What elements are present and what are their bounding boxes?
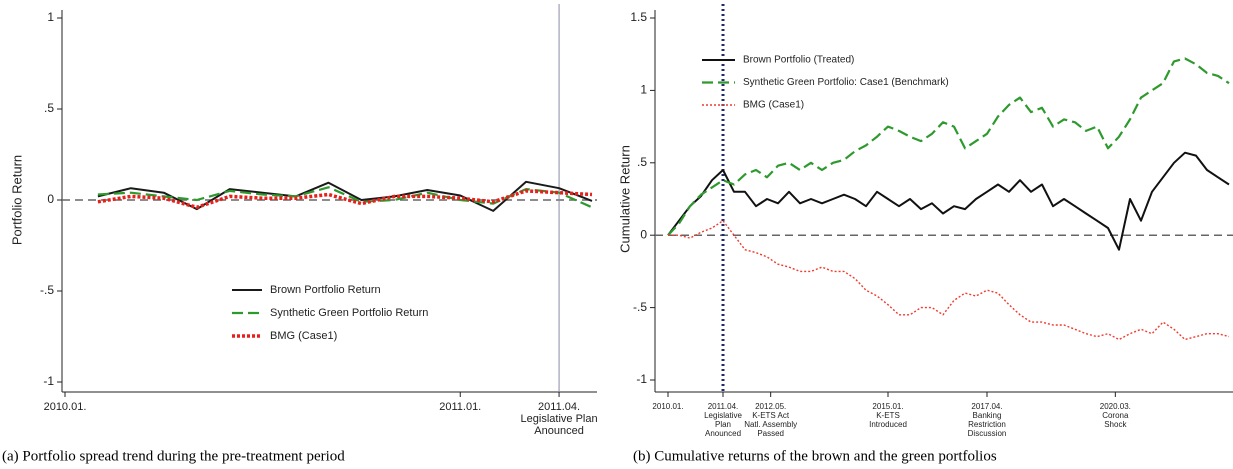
x-tick-label: 2011.01. bbox=[439, 401, 481, 413]
caption: (a) Portfolio spread trend during the pr… bbox=[2, 448, 345, 464]
series-line bbox=[667, 57, 1230, 236]
x-tick-note: Passed bbox=[757, 429, 784, 438]
x-tick-note: Legislative bbox=[704, 411, 742, 420]
y-tick-label: 0 bbox=[47, 192, 54, 206]
legend-label: Synthetic Green Portfolio: Case1 (Benchm… bbox=[743, 77, 949, 88]
x-tick-label: 2015.01. bbox=[872, 402, 903, 411]
y-axis-label: Cumulative Return bbox=[617, 145, 632, 253]
x-tick-note: Discussion bbox=[968, 429, 1007, 438]
y-tick-label: -1 bbox=[43, 374, 54, 388]
legend-label: BMG (Case1) bbox=[270, 330, 337, 342]
x-tick-note: Introduced bbox=[869, 420, 907, 429]
x-tick-note: K-ETS Act bbox=[752, 411, 790, 420]
legend-label: BMG (Case1) bbox=[743, 100, 804, 111]
x-tick-note: Anounced bbox=[534, 425, 584, 437]
y-tick-label: -1 bbox=[636, 372, 647, 386]
x-tick-label: 2017.04. bbox=[971, 402, 1002, 411]
x-tick-label: 2012.05. bbox=[755, 402, 786, 411]
y-tick-label: 1.5 bbox=[630, 10, 647, 24]
legend-label: Synthetic Green Portfolio Return bbox=[270, 307, 428, 319]
caption: (b) Cumulative returns of the brown and … bbox=[633, 448, 997, 464]
series-line bbox=[667, 151, 1230, 251]
y-tick-label: 1 bbox=[640, 83, 647, 97]
x-tick-note: Restriction bbox=[968, 420, 1006, 429]
x-tick-note: Shock bbox=[1104, 420, 1127, 429]
series-line bbox=[97, 189, 593, 210]
x-tick-label: 2011.04. bbox=[708, 402, 739, 411]
x-tick-note: Legislative Plan bbox=[521, 413, 598, 425]
x-tick-note: Banking bbox=[973, 411, 1002, 420]
x-tick-note: Corona bbox=[1102, 411, 1129, 420]
y-tick-label: 1 bbox=[47, 10, 54, 24]
x-tick-note: Plan bbox=[715, 420, 731, 429]
x-tick-note: K-ETS bbox=[876, 411, 900, 420]
legend-label: Brown Portfolio Return bbox=[270, 284, 381, 296]
y-tick-label: .5 bbox=[44, 101, 54, 115]
series-line bbox=[97, 186, 593, 209]
x-tick-note: Anounced bbox=[705, 429, 741, 438]
y-tick-label: -.5 bbox=[40, 283, 54, 297]
x-tick-note: Natl. Assembly bbox=[744, 420, 797, 429]
series-line bbox=[668, 220, 1230, 341]
y-tick-label: -.5 bbox=[633, 300, 647, 314]
x-tick-label: 2010.01. bbox=[44, 401, 87, 413]
y-tick-label: 0 bbox=[640, 227, 647, 241]
x-tick-label: 2011.04. bbox=[538, 401, 580, 413]
y-tick-label: .5 bbox=[637, 155, 647, 169]
legend-label: Brown Portfolio (Treated) bbox=[743, 55, 854, 66]
x-tick-label: 2010.01. bbox=[652, 402, 683, 411]
y-axis-label: Portfolio Return bbox=[9, 155, 24, 245]
x-tick-label: 2020.03. bbox=[1100, 402, 1131, 411]
